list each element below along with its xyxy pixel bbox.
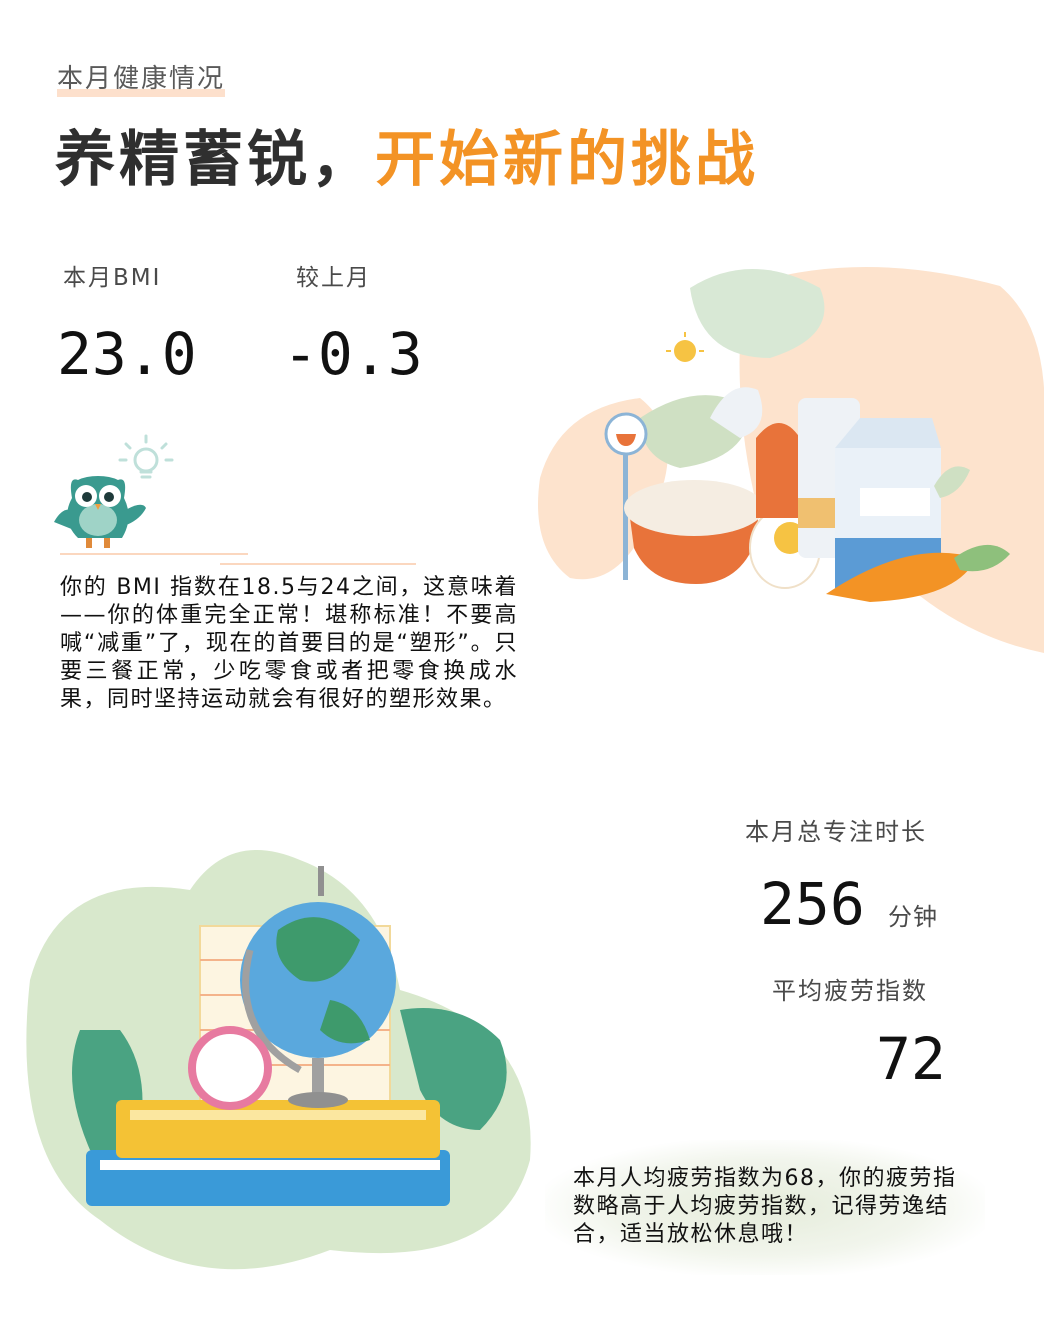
bmi-label: 本月BMI	[63, 265, 162, 291]
bmi-description: 你的 BMI 指数在18.5与24之间，这意味着——你的体重完全正常！堪称标准！…	[60, 575, 518, 712]
focus-label: 本月总专注时长	[745, 818, 927, 846]
focus-value: 256	[760, 870, 865, 938]
study-illustration	[26, 850, 531, 1270]
title-part-dark: 养精蓄锐，	[55, 125, 375, 195]
food-illustration	[538, 267, 1044, 653]
fatigue-value: 72	[876, 1025, 946, 1093]
fatigue-note: 本月人均疲劳指数为68，你的疲劳指数略高于人均疲劳指数，记得劳逸结合，适当放松休…	[573, 1166, 957, 1247]
note-glow	[545, 1140, 985, 1275]
bmi-delta-value: -0.3	[283, 320, 423, 388]
owl-icon	[54, 476, 146, 548]
fatigue-label: 平均疲劳指数	[772, 977, 928, 1005]
owl-illustration	[54, 434, 416, 565]
page-title: 养精蓄锐，开始新的挑战	[55, 120, 759, 200]
section-kicker: 本月健康情况	[57, 58, 226, 97]
focus-unit: 分钟	[888, 903, 938, 931]
title-part-accent: 开始新的挑战	[375, 125, 759, 195]
lightbulb-icon	[118, 434, 174, 479]
bmi-delta-label: 较上月	[296, 265, 371, 291]
bmi-value: 23.0	[57, 320, 197, 388]
